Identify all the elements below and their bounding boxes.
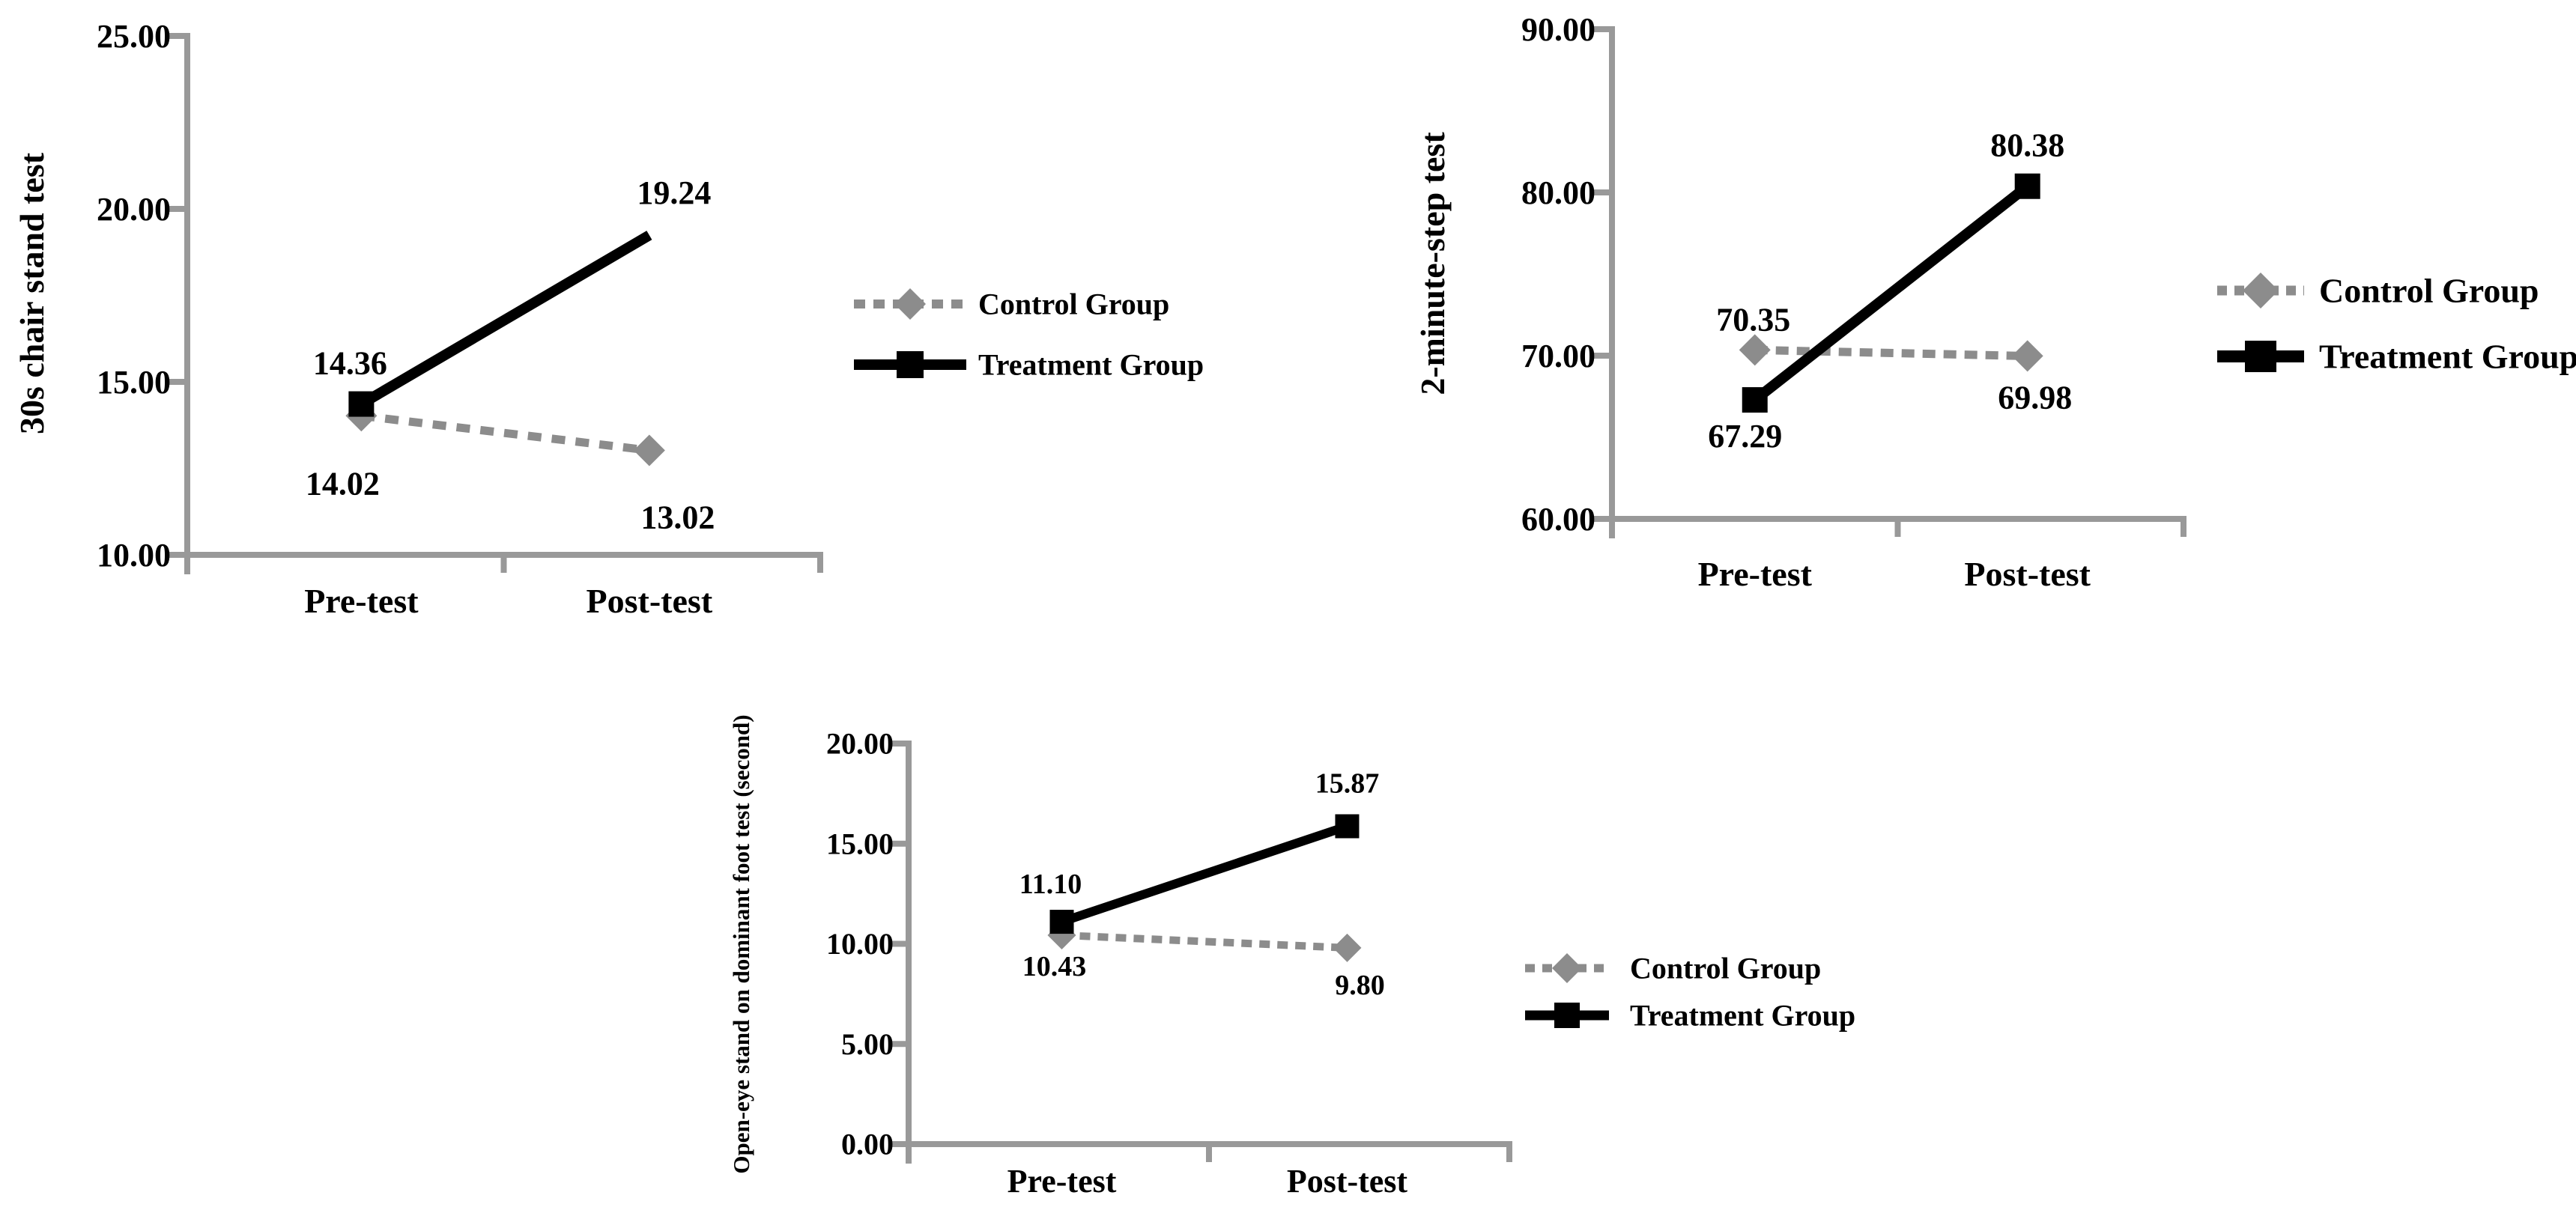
y-tick-label: 15.00	[826, 827, 894, 860]
data-label: 14.36	[313, 345, 387, 382]
y-tick-label: 5.00	[841, 1027, 894, 1061]
x-category-label: Pre-test	[1698, 555, 1813, 593]
x-category-label: Post-test	[587, 582, 713, 620]
square-marker	[1742, 387, 1768, 413]
series-line-treatment	[1060, 821, 1349, 926]
series-line-treatment	[358, 231, 652, 409]
y-tick-label: 10.00	[826, 927, 894, 961]
series-line-treatment	[1751, 182, 2031, 404]
chart-1: 90.00 80.00 70.00 60.00 Pre-test Post-test 2-m…	[1413, 11, 2576, 593]
y-tick-label: 90.00	[1521, 11, 1595, 48]
legend-label: Control Group	[978, 288, 1169, 321]
diamond-marker	[1333, 933, 1362, 962]
data-label: 10.43	[1022, 951, 1087, 982]
y-axis-title: 30s chair stand test	[13, 152, 51, 434]
data-label: 69.98	[1998, 379, 2072, 416]
y-tick-label: 60.00	[1521, 501, 1595, 538]
legend-square-marker	[1554, 1003, 1580, 1028]
data-label: 13.02	[640, 499, 715, 535]
legend-label: Treatment Group	[1630, 999, 1855, 1033]
legend-diamond-marker	[1552, 953, 1582, 983]
series-line-control	[1754, 345, 2028, 360]
data-label: 9.80	[1335, 970, 1385, 1001]
diamond-marker	[633, 434, 665, 466]
y-tick-label: 25.00	[97, 18, 171, 55]
y-axis-title: Open-eye stand on dominant foot test (se…	[728, 714, 754, 1173]
legend-label: Treatment Group	[2319, 338, 2576, 376]
y-tick-label: 20.00	[826, 727, 894, 761]
x-category-label: Post-test	[1964, 555, 2091, 593]
y-tick-label: 80.00	[1521, 174, 1595, 211]
y-axis-title: 2-minute-step test	[1413, 132, 1452, 395]
diamond-marker	[2011, 340, 2043, 372]
legend-label: Control Group	[1630, 952, 1821, 985]
square-marker	[348, 391, 375, 417]
series-line-control	[360, 411, 650, 455]
y-tick-label: 15.00	[97, 364, 171, 401]
legend-label: Control Group	[2319, 272, 2539, 310]
data-label: 11.10	[1019, 869, 1082, 900]
data-label: 15.87	[1315, 767, 1380, 799]
chart-2: 20.00 15.00 10.00 5.00 0.00 Pre-test Post-test…	[728, 714, 1855, 1200]
square-marker	[1335, 814, 1360, 839]
x-category-label: Pre-test	[304, 582, 419, 620]
data-label: 80.38	[1990, 127, 2064, 164]
square-marker	[1049, 910, 1074, 934]
y-tick-label: 20.00	[97, 191, 171, 228]
legend-square-marker	[897, 351, 924, 378]
x-category-label: Pre-test	[1007, 1163, 1117, 1200]
legend-diamond-marker	[894, 288, 926, 320]
data-label: 14.02	[306, 465, 380, 502]
legend-square-marker	[2245, 341, 2276, 372]
series-line-control	[1061, 931, 1348, 952]
x-category-label: Post-test	[1287, 1163, 1408, 1200]
square-marker	[2014, 173, 2040, 199]
y-tick-label: 10.00	[97, 537, 171, 574]
data-label: 70.35	[1716, 301, 1790, 338]
y-tick-label: 70.00	[1521, 338, 1595, 374]
y-tick-label: 0.00	[841, 1128, 894, 1161]
data-label: 19.24	[637, 174, 711, 211]
data-label: 67.29	[1708, 418, 1782, 455]
chart-0: 25.00 20.00 15.00 10.00 Pre-test Post-test 30s…	[13, 18, 1204, 620]
legend-label: Treatment Group	[978, 348, 1204, 382]
diamond-marker	[1739, 334, 1771, 366]
legend-diamond-marker	[2243, 273, 2279, 308]
